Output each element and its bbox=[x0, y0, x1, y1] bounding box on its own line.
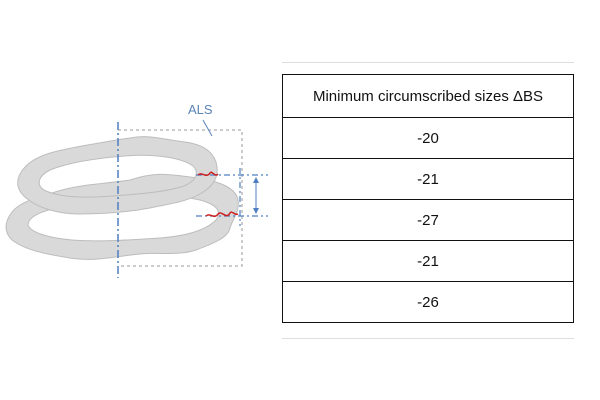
faint-guide-bottom bbox=[282, 338, 574, 339]
sizes-table: Minimum circumscribed sizes ΔBS -20 -21 … bbox=[282, 74, 574, 323]
table-row: -26 bbox=[282, 281, 574, 323]
sizes-table-container: Minimum circumscribed sizes ΔBS -20 -21 … bbox=[282, 74, 574, 323]
table-row: -20 bbox=[282, 117, 574, 159]
upper-ring bbox=[17, 136, 218, 215]
faint-guide-top bbox=[282, 62, 574, 63]
als-label: ALS bbox=[188, 102, 213, 117]
table-header-row: Minimum circumscribed sizes ΔBS bbox=[282, 74, 574, 118]
dashed-bounding-box bbox=[118, 129, 243, 267]
als-leader-line bbox=[202, 119, 213, 137]
table-cell-value: -26 bbox=[282, 281, 574, 323]
table-header-cell: Minimum circumscribed sizes ΔBS bbox=[282, 74, 574, 118]
table-row: -21 bbox=[282, 240, 574, 282]
table-row: -21 bbox=[282, 158, 574, 200]
upper-deviation-profile bbox=[197, 171, 219, 177]
table-cell-value: -20 bbox=[282, 117, 574, 159]
table-row: -27 bbox=[282, 199, 574, 241]
table-cell-value: -27 bbox=[282, 199, 574, 241]
lower-deviation-profile bbox=[205, 211, 239, 218]
table-cell-value: -21 bbox=[282, 240, 574, 282]
table-cell-value: -21 bbox=[282, 158, 574, 200]
